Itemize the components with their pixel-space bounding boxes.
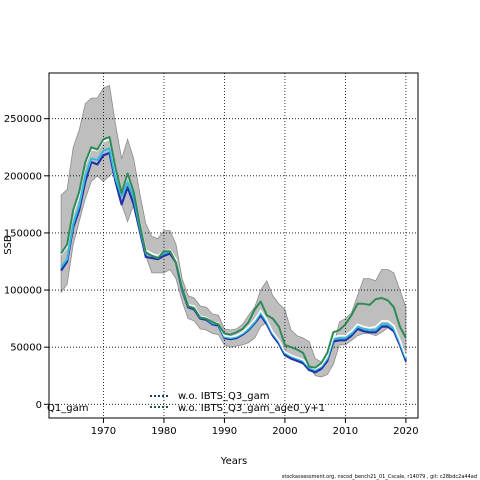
y-tick-label: 0 <box>36 400 42 411</box>
x-axis: 1970 1980 1990 2000 2010 2020 <box>91 418 419 437</box>
y-axis: 0 50000 100000 150000 200000 250000 <box>4 114 49 411</box>
legend-label-ibts-q3-gam: w.o. IBTS_Q3_gam <box>178 391 269 402</box>
confidence-band-layer <box>60 85 407 378</box>
confidence-band <box>60 85 407 378</box>
x-tick-label: 2020 <box>393 426 418 437</box>
series-layer <box>60 136 407 374</box>
legend-label-ibts-q3-gam-age0: w.o. IBTS_Q3_gam_age0_y+1 <box>178 403 325 414</box>
left-fragment-label: Q1_gam <box>47 403 88 414</box>
x-axis-title: Years <box>220 456 247 467</box>
x-tick-label: 1970 <box>91 426 116 437</box>
legend: w.o. IBTS_Q3_gam w.o. IBTS_Q3_gam_age0_y… <box>150 391 325 414</box>
y-tick-label: 100000 <box>4 286 42 297</box>
grid-layer <box>49 73 418 418</box>
plot-frame <box>48 72 419 419</box>
y-tick-label: 200000 <box>4 171 42 182</box>
y-tick-label: 50000 <box>10 343 42 354</box>
x-tick-label: 2000 <box>272 426 297 437</box>
footer-credit: stockassessment.org, nscod_bench21_01_Cs… <box>282 474 477 480</box>
x-tick-label: 1990 <box>212 426 237 437</box>
y-tick-label: 250000 <box>4 114 42 125</box>
series-line-3 <box>60 136 407 369</box>
y-axis-title: SSB <box>3 235 14 255</box>
x-tick-label: 2010 <box>333 426 358 437</box>
x-tick-label: 1980 <box>151 426 176 437</box>
y-tick-label: 150000 <box>4 228 42 239</box>
series-line-1 <box>60 147 407 371</box>
series-line-0 <box>60 151 407 374</box>
